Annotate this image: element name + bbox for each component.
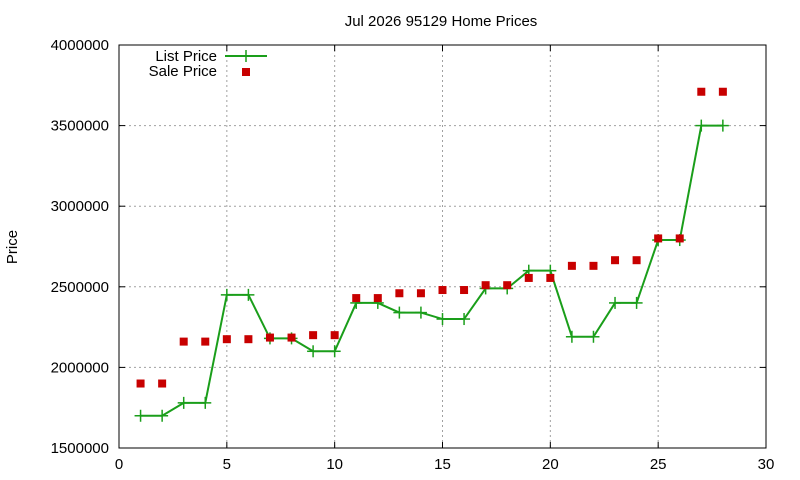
legend-label-list-price: List Price: [155, 48, 217, 65]
sale-price-point: [697, 87, 706, 96]
y-tick-label: 3000000: [51, 198, 109, 215]
sale-price-point: [416, 289, 425, 298]
legend-marker-list-price: [240, 50, 252, 62]
sale-price-point: [287, 333, 296, 342]
sale-price-point: [222, 335, 231, 344]
sale-price-point: [524, 273, 533, 282]
list-price-point: [587, 330, 600, 343]
x-tick-label: 15: [434, 456, 451, 473]
sale-price-point: [244, 335, 253, 344]
list-price-point: [220, 288, 233, 301]
y-tick-label: 2500000: [51, 279, 109, 296]
sale-price-point: [438, 286, 447, 295]
y-tick-label: 2000000: [51, 359, 109, 376]
series-layer: [134, 87, 729, 422]
y-tick-label: 3500000: [51, 118, 109, 135]
list-price-point: [630, 296, 643, 309]
y-tick-labels: 1500000 2000000 2500000 3000000 3500000 40000…: [51, 37, 109, 457]
x-tick-label: 20: [542, 456, 559, 473]
x-tick-label: 10: [326, 456, 343, 473]
list-price-point: [609, 296, 622, 309]
list-price-point: [307, 345, 320, 358]
list-price-point: [134, 409, 147, 422]
sale-price-point: [373, 294, 382, 303]
list-price-point: [199, 396, 212, 409]
sale-price-point: [330, 331, 339, 340]
list-price-point: [565, 330, 578, 343]
sale-price-point: [309, 331, 318, 340]
y-tick-label: 1500000: [51, 440, 109, 457]
sale-price-point: [632, 256, 641, 265]
sale-price-point: [503, 281, 512, 290]
legend-marker-sale-price: [242, 68, 250, 76]
x-tick-label: 25: [650, 456, 667, 473]
sale-price-point: [567, 261, 576, 270]
grid-lines: [119, 45, 766, 448]
axis-ticks: [118, 44, 767, 449]
sale-price-point: [201, 337, 210, 346]
sale-price-point: [352, 294, 361, 303]
list-price-point: [716, 119, 729, 132]
list-price-point: [156, 409, 169, 422]
sale-price-point: [265, 333, 274, 342]
legend: List Price Sale Price: [149, 48, 267, 80]
list-price-point: [393, 306, 406, 319]
legend-label-sale-price: Sale Price: [149, 63, 217, 80]
x-tick-label: 0: [115, 456, 123, 473]
sale-price-point: [675, 234, 684, 243]
sale-price-point: [395, 289, 404, 298]
list-price-point: [414, 306, 427, 319]
x-tick-labels: 0 5 10 15 20 25 30: [115, 456, 775, 473]
y-axis-label: Price: [4, 230, 21, 264]
sale-price-point: [546, 273, 555, 282]
sale-price-point: [136, 379, 145, 388]
sale-price-point: [179, 337, 188, 346]
sale-price-point: [158, 379, 167, 388]
list-price-point: [436, 313, 449, 326]
list-price-point: [328, 345, 341, 358]
list-price-point: [458, 313, 471, 326]
y-tick-label: 4000000: [51, 37, 109, 54]
list-price-point: [177, 396, 190, 409]
chart-title: Jul 2026 95129 Home Prices: [345, 13, 538, 30]
x-tick-label: 30: [758, 456, 775, 473]
list-price-point: [242, 288, 255, 301]
sale-price-point: [611, 256, 620, 265]
sale-price-point: [460, 286, 469, 295]
list-price-point: [695, 119, 708, 132]
sale-price-point: [654, 234, 663, 243]
x-tick-label: 5: [223, 456, 231, 473]
sale-price-point: [589, 261, 598, 270]
series-line-list-price: [140, 124, 723, 417]
sale-price-point: [718, 87, 727, 96]
sale-price-point: [481, 281, 490, 290]
